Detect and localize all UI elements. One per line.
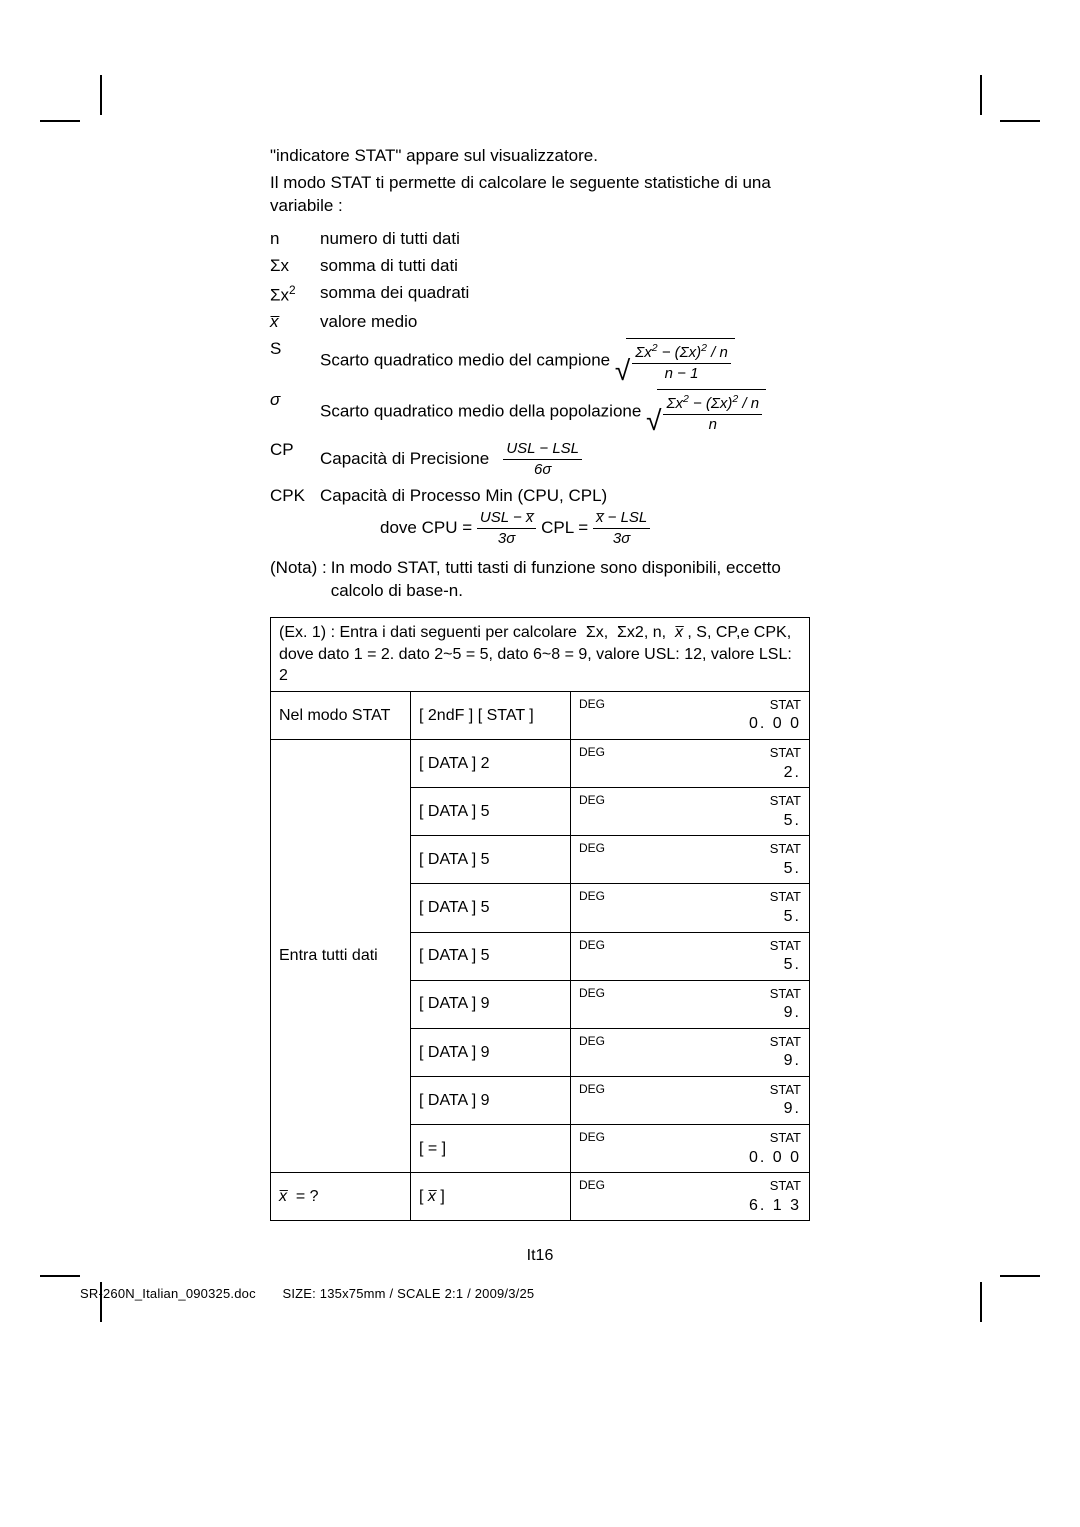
footer-date: 2009/3/25 [475, 1286, 535, 1301]
row-display: DEGSTAT2. [571, 739, 810, 787]
formula-den: n [706, 415, 720, 435]
def-row: S Scarto quadratico medio del campione √… [270, 338, 810, 385]
cpk-formula: dove CPU = USL − x 3σ CPL = x − LSL 3σ [320, 518, 650, 537]
row-keys: [ x ] [411, 1173, 571, 1221]
def-text: Capacità di Processo Min (CPU, CPL) dove… [320, 485, 810, 549]
def-label: Scarto quadratico medio della popolazion… [320, 401, 641, 420]
def-text: Capacità di Precisione USL − LSL 6σ [320, 439, 810, 481]
row-keys: [ DATA ] 5 [411, 788, 571, 836]
row-keys: [ DATA ] 5 [411, 932, 571, 980]
def-symbol: CPK [270, 485, 320, 508]
row-keys: [ 2ndF ] [ STAT ] [411, 691, 571, 739]
def-symbol: S [270, 338, 320, 361]
formula-den: n − 1 [662, 364, 702, 384]
footer-sep: / [467, 1286, 475, 1301]
example-header: (Ex. 1) : Entra i dati seguenti per calc… [271, 618, 810, 692]
def-row: σ Scarto quadratico medio della popolazi… [270, 389, 810, 436]
formula-num: x − LSL [593, 508, 650, 529]
row-keys: [ DATA ] 5 [411, 836, 571, 884]
row-keys: [ DATA ] 2 [411, 739, 571, 787]
footer-size: SIZE: 135x75mm [282, 1286, 385, 1301]
def-row: CPK Capacità di Processo Min (CPU, CPL) … [270, 485, 810, 549]
def-row: CP Capacità di Precisione USL − LSL 6σ [270, 439, 810, 481]
footer-doc: SR-260N_Italian_090325.doc [80, 1286, 256, 1301]
def-text: numero di tutti dati [320, 228, 810, 251]
formula-num: Σx2 − (Σx)2 / n [632, 341, 731, 364]
row-keys: [ = ] [411, 1125, 571, 1173]
row-display: DEGSTAT5. [571, 884, 810, 932]
def-label: Capacità di Precisione [320, 449, 489, 468]
def-label: Capacità di Processo Min (CPU, CPL) [320, 486, 607, 505]
crop-mark [1000, 1275, 1040, 1277]
crop-mark [100, 75, 102, 115]
row-keys: [ DATA ] 9 [411, 980, 571, 1028]
row-display: DEGSTAT 0. 0 0 [571, 691, 810, 739]
footer: SR-260N_Italian_090325.doc SIZE: 135x75m… [80, 1286, 534, 1301]
row-desc: x = ? [271, 1173, 411, 1221]
formula-den: 3σ [495, 529, 518, 549]
def-row: Σx somma di tutti dati [270, 255, 810, 278]
formula-num: Σx2 − (Σx)2 / n [663, 392, 762, 415]
def-symbol: σ [270, 389, 320, 412]
formula-den: 3σ [610, 529, 633, 549]
def-row: n numero di tutti dati [270, 228, 810, 251]
example-table: (Ex. 1) : Entra i dati seguenti per calc… [270, 617, 810, 1221]
row-display: DEGSTAT5. [571, 932, 810, 980]
intro-line2: Il modo STAT ti permette di calcolare le… [270, 172, 810, 218]
crop-mark [40, 120, 80, 122]
def-label: Scarto quadratico medio del campione [320, 351, 610, 370]
def-symbol: CP [270, 439, 320, 462]
row-display: DEGSTAT5. [571, 788, 810, 836]
row-keys: [ DATA ] 9 [411, 1076, 571, 1124]
row-display: DEGSTAT9. [571, 980, 810, 1028]
row-keys: [ DATA ] 5 [411, 884, 571, 932]
formula-num: USL − x [477, 508, 537, 529]
table-row: x = ? [ x ] DEGSTAT6. 1 3 [271, 1173, 810, 1221]
footer-sep: / [390, 1286, 398, 1301]
example-header-row: (Ex. 1) : Entra i dati seguenti per calc… [271, 618, 810, 692]
def-symbol: n [270, 228, 320, 251]
row-display: DEGSTAT6. 1 3 [571, 1173, 810, 1221]
sqrt-formula: √ Σx2 − (Σx)2 / n n [646, 389, 766, 436]
cpl-prefix: CPL = [541, 518, 593, 537]
note-label: (Nota) : [270, 557, 327, 603]
row-keys: [ DATA ] 9 [411, 1028, 571, 1076]
note: (Nota) : In modo STAT, tutti tasti di fu… [270, 557, 810, 603]
def-row: x valore medio [270, 311, 810, 334]
def-symbol: Σx [270, 255, 320, 278]
crop-mark [40, 1275, 80, 1277]
cpu-prefix: dove CPU = [380, 518, 477, 537]
cp-formula: USL − LSL 6σ [503, 439, 582, 481]
def-text: Scarto quadratico medio del campione √ Σ… [320, 338, 810, 385]
row-desc: Nel modo STAT [271, 691, 411, 739]
definitions-list: n numero di tutti dati Σx somma di tutti… [270, 228, 810, 549]
page-content: "indicatore STAT" appare sul visualizzat… [270, 145, 810, 1267]
def-row: Σx2 somma dei quadrati [270, 282, 810, 308]
row-display: DEGSTAT5. [571, 836, 810, 884]
row-display: DEGSTAT9. [571, 1076, 810, 1124]
row-display: DEGSTAT9. [571, 1028, 810, 1076]
intro-text: "indicatore STAT" appare sul visualizzat… [270, 145, 810, 218]
def-symbol: x [270, 311, 320, 334]
row-display: DEGSTAT0. 0 0 [571, 1125, 810, 1173]
formula-den: 6σ [531, 460, 554, 480]
def-text: somma di tutti dati [320, 255, 810, 278]
sqrt-formula: √ Σx2 − (Σx)2 / n n − 1 [615, 338, 735, 385]
def-text: Scarto quadratico medio della popolazion… [320, 389, 810, 436]
note-text: In modo STAT, tutti tasti di funzione so… [327, 557, 810, 603]
crop-mark [1000, 120, 1040, 122]
table-row: Entra tutti dati [ DATA ] 2 DEGSTAT2. [271, 739, 810, 787]
page-number: It16 [270, 1245, 810, 1267]
intro-line1: "indicatore STAT" appare sul visualizzat… [270, 145, 810, 168]
footer-scale: SCALE 2:1 [397, 1286, 463, 1301]
def-text: somma dei quadrati [320, 282, 810, 305]
formula-num: USL − LSL [503, 439, 582, 460]
crop-mark [980, 75, 982, 115]
def-text: valore medio [320, 311, 810, 334]
crop-mark [980, 1282, 982, 1322]
row-desc: Entra tutti dati [271, 739, 411, 1172]
table-row: Nel modo STAT [ 2ndF ] [ STAT ] DEGSTAT … [271, 691, 810, 739]
